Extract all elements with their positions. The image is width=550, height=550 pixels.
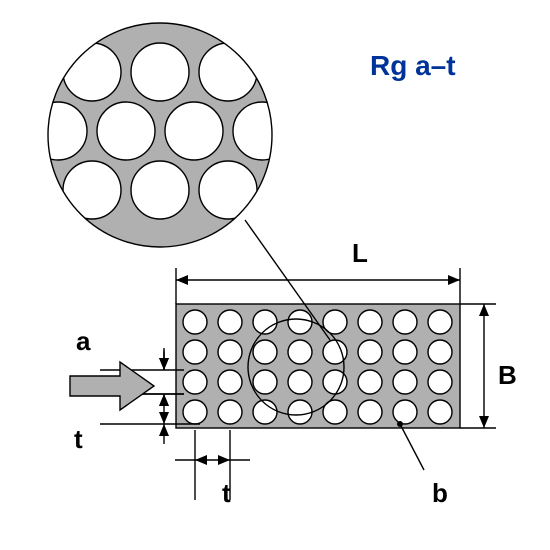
label-b: b: [432, 478, 448, 509]
direction-arrow-icon: [70, 362, 154, 410]
label-L: L: [352, 238, 368, 269]
label-t-left: t: [74, 424, 83, 455]
technical-diagram: [0, 0, 550, 550]
label-t-bottom: t: [222, 478, 231, 509]
label-a: a: [76, 326, 90, 357]
label-B: B: [498, 360, 517, 391]
magnifier-view: [29, 21, 291, 249]
diagram-title: Rg a–t: [370, 50, 456, 82]
